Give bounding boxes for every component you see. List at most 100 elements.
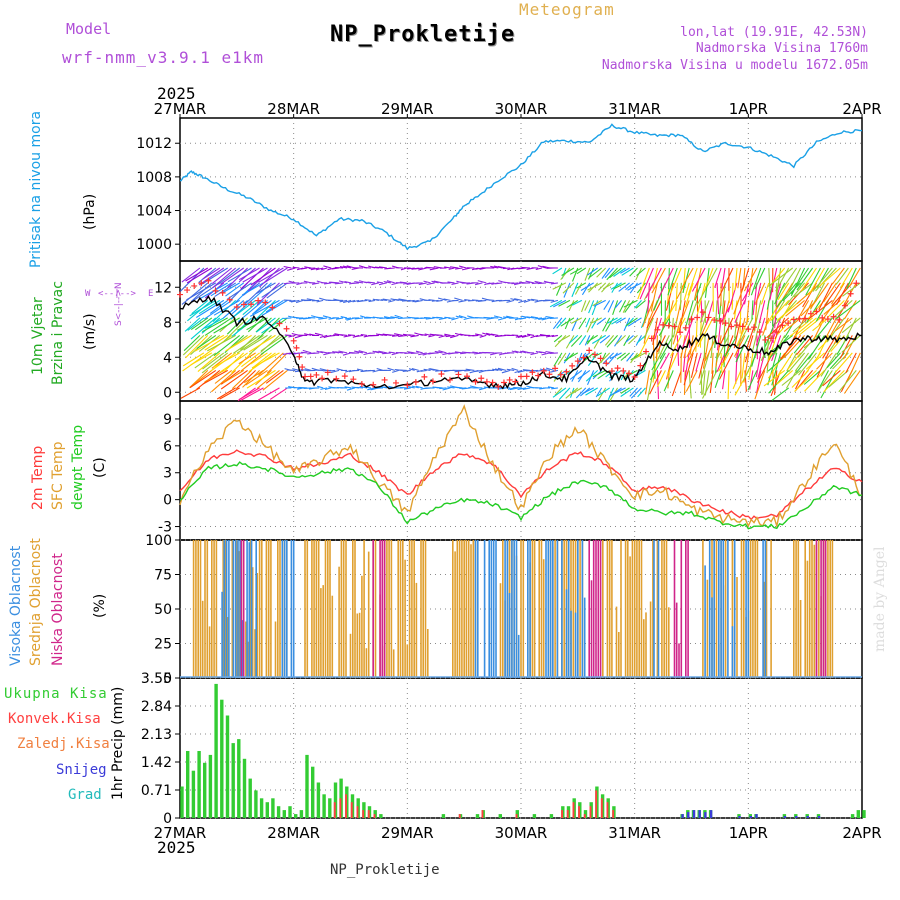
- wind-arrow: [737, 267, 742, 289]
- gust-marker: [233, 304, 240, 311]
- wind-arrow: [649, 370, 662, 395]
- wind-arrow: [323, 282, 332, 285]
- wind-arrow: [589, 267, 603, 278]
- wind-arrow: [347, 299, 356, 303]
- wind-arrow: [207, 334, 236, 352]
- wind-arrow: [503, 316, 511, 319]
- wind-arrow: [561, 267, 575, 276]
- wind-arrow: [338, 280, 348, 284]
- wind-arrow: [775, 267, 790, 292]
- wind-arrow: [735, 352, 738, 385]
- wind-arrow: [283, 265, 292, 269]
- wind-arrow: [197, 352, 221, 373]
- gust-marker: [802, 315, 809, 322]
- wind-arrow: [722, 300, 726, 325]
- y-tick-label: 1004: [136, 204, 172, 220]
- wind-arrow: [812, 317, 825, 342]
- gust-marker: [796, 315, 803, 322]
- wind-arrow: [334, 266, 344, 269]
- wind-arrow: [715, 335, 730, 361]
- wind-arrow: [628, 369, 638, 376]
- total-precip-bar: [191, 770, 196, 818]
- pressure-line: [179, 123, 863, 251]
- wind-arrow: [727, 370, 730, 400]
- wind-arrow: [454, 297, 463, 301]
- wind-arrow: [587, 267, 595, 280]
- gust-marker: [283, 325, 290, 332]
- wind-arrow: [549, 352, 558, 354]
- wind-arrow: [695, 352, 702, 372]
- wind-arrow: [518, 299, 527, 304]
- wind-arrow: [450, 334, 459, 339]
- wind-arrow: [613, 267, 626, 277]
- total-precip-bar: [237, 739, 241, 818]
- wind-arrow: [816, 352, 829, 378]
- wind-arrow: [511, 282, 519, 285]
- y-tick-label: 3.55: [141, 671, 172, 687]
- wind-arrow: [507, 267, 515, 271]
- gust-marker: [688, 316, 695, 323]
- wind-arrow: [202, 369, 228, 385]
- gust-marker: [790, 316, 797, 323]
- conv-precip-bar: [373, 814, 376, 818]
- y-tick-label: 0: [163, 671, 172, 687]
- gust-marker: [608, 368, 615, 375]
- wind-arrow: [354, 280, 364, 284]
- wind-arrow: [256, 369, 280, 389]
- wind-arrow: [699, 352, 710, 386]
- wind-arrow: [737, 317, 754, 347]
- wind-arrow: [399, 281, 407, 284]
- chart-title: NP_Prokletije: [330, 22, 516, 47]
- conv-precip-bar: [350, 802, 353, 818]
- y-tick-label: 100: [145, 533, 172, 549]
- wind-arrow: [184, 317, 201, 332]
- wind-arrow: [338, 350, 348, 354]
- wind-arrow: [771, 387, 790, 401]
- wind-arrow: [743, 267, 758, 292]
- wind-arrow: [636, 334, 646, 344]
- wind-arrow: [667, 267, 678, 296]
- wind-arrow: [383, 316, 391, 319]
- wind-arrow: [602, 317, 611, 332]
- wind-arrow: [213, 334, 241, 357]
- wind-arrow: [715, 335, 722, 368]
- wind-arrow: [342, 352, 352, 356]
- gust-marker: [429, 378, 436, 385]
- wind-arrow: [696, 282, 706, 315]
- wind-arrow: [364, 299, 372, 301]
- wind-arrow: [383, 280, 392, 284]
- wind-arrow: [841, 317, 861, 334]
- wind-arrow: [343, 299, 352, 304]
- wind-arrow: [572, 387, 583, 394]
- conv-precip-bar: [566, 810, 569, 818]
- gust-marker: [620, 367, 627, 374]
- gust-marker: [205, 277, 212, 284]
- wind-arrow: [408, 334, 415, 336]
- gust-marker: [198, 280, 205, 287]
- gust-marker: [699, 309, 706, 316]
- wind-arrow: [483, 316, 491, 319]
- wind-arrow: [511, 367, 519, 371]
- wind-arrow: [679, 282, 682, 311]
- wind-arrow: [614, 300, 623, 309]
- wind-arrow: [693, 267, 702, 301]
- wind-arrow: [823, 282, 837, 303]
- wind-arrow: [668, 300, 674, 320]
- wind-arrow: [289, 299, 296, 302]
- total-precip-bar: [242, 758, 247, 818]
- wind-arrow: [186, 267, 213, 284]
- wind-arrow: [490, 265, 499, 269]
- wind-arrow: [438, 350, 447, 354]
- wind-arrow: [711, 352, 714, 374]
- gust-marker: [733, 322, 740, 329]
- wind-arrow: [720, 352, 723, 373]
- wind-arrow: [818, 282, 833, 311]
- wind-arrow: [261, 282, 284, 298]
- wind-arrow: [378, 282, 388, 286]
- wind-arrow: [663, 300, 678, 325]
- wind-arrow: [621, 267, 634, 276]
- wind-arrow: [616, 352, 626, 360]
- wind-arrow: [843, 370, 861, 394]
- model-value: wrf-nmm_v3.9.1 e1km: [62, 48, 265, 67]
- wind-arrow: [843, 300, 857, 320]
